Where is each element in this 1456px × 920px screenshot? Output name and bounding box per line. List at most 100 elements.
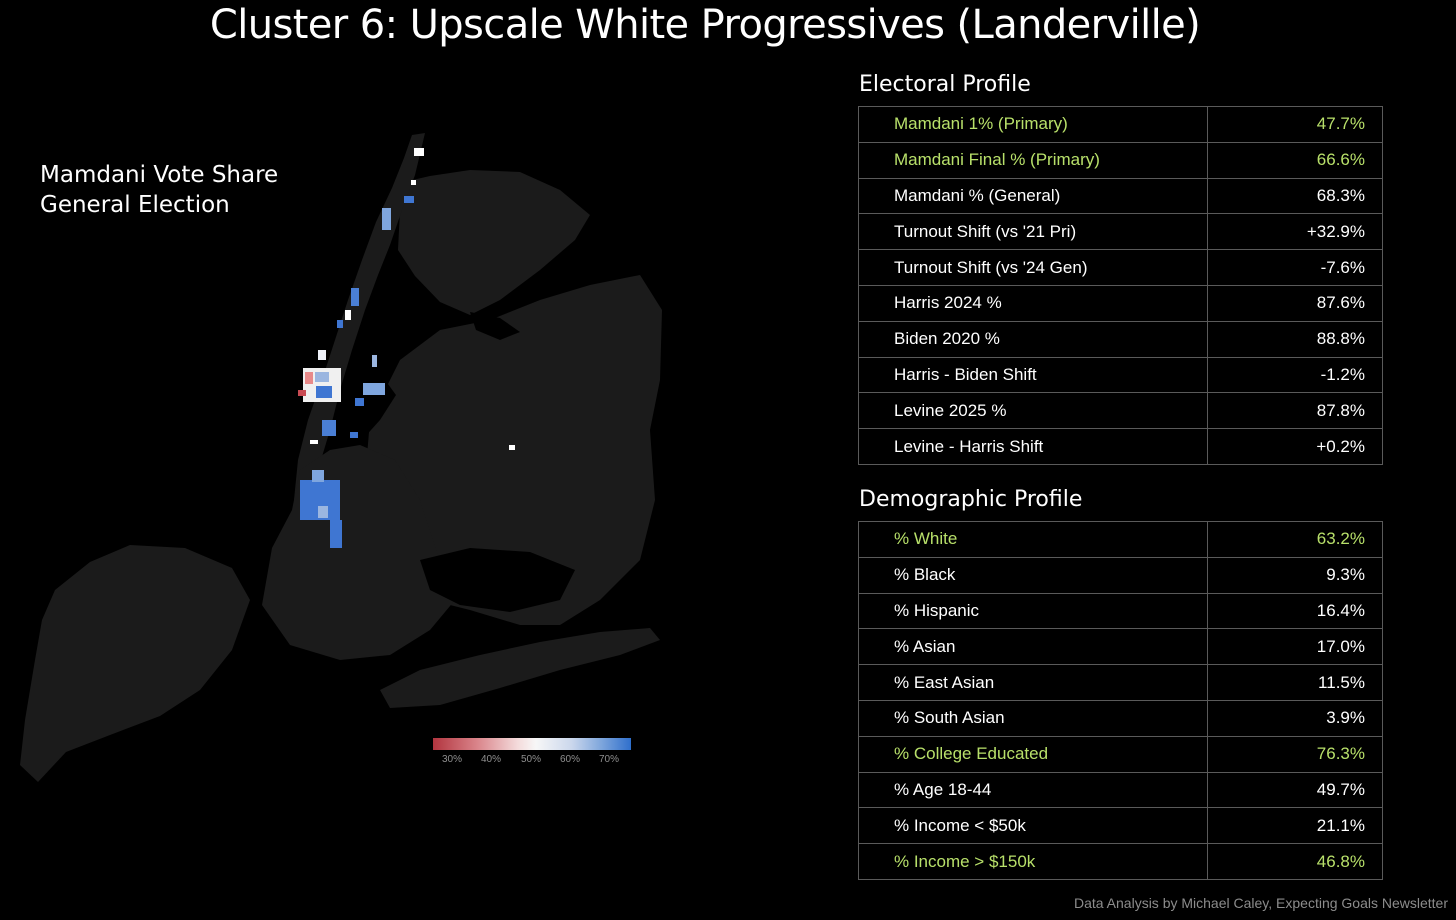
row-label: % East Asian: [858, 664, 1208, 701]
bronx-landmass: [398, 170, 590, 315]
legend-tick: 40%: [481, 754, 502, 765]
row-value: 76.3%: [1207, 735, 1383, 773]
table-row: % Asian 17.0%: [858, 628, 1383, 666]
row-label: Harris 2024 %: [858, 284, 1208, 322]
table-row: Mamdani % (General) 68.3%: [858, 177, 1383, 215]
staten-island-landmass: [20, 545, 250, 782]
row-label: Levine - Harris Shift: [858, 428, 1208, 465]
table-row: Biden 2020 % 88.8%: [858, 320, 1383, 358]
precinct-patch: [351, 288, 359, 306]
table-row: % Black 9.3%: [858, 556, 1383, 594]
table-row: Harris - Biden Shift -1.2%: [858, 356, 1383, 394]
row-label: Turnout Shift (vs '21 Pri): [858, 213, 1208, 251]
map-legend-title: Mamdani Vote Share General Election: [40, 160, 278, 220]
jamaica-bay: [420, 548, 575, 612]
electoral-profile-heading: Electoral Profile: [859, 72, 1031, 97]
legend-tick: 30%: [442, 754, 463, 765]
table-row: % Age 18-44 49.7%: [858, 771, 1383, 809]
color-scale-bar: [433, 738, 631, 750]
precinct-patch: [315, 372, 329, 382]
table-row: Harris 2024 % 87.6%: [858, 284, 1383, 322]
demographic-profile-heading: Demographic Profile: [859, 487, 1083, 512]
precinct-patch: [382, 208, 391, 230]
precinct-patch: [350, 432, 358, 438]
precinct-patch: [363, 383, 385, 395]
row-value: 46.8%: [1207, 843, 1383, 880]
row-value: 68.3%: [1207, 177, 1383, 215]
row-label: % White: [858, 521, 1208, 558]
map-label-line2: General Election: [40, 192, 230, 218]
table-row: % Income < $50k 21.1%: [858, 807, 1383, 845]
precinct-patch: [318, 506, 328, 518]
row-value: 17.0%: [1207, 628, 1383, 666]
row-label: % College Educated: [858, 735, 1208, 773]
table-row: Turnout Shift (vs '24 Gen) -7.6%: [858, 249, 1383, 286]
precinct-patch: [372, 355, 377, 367]
row-value: -7.6%: [1207, 249, 1383, 286]
precinct-patch: [345, 310, 351, 320]
row-value: 9.3%: [1207, 556, 1383, 594]
row-value: -1.2%: [1207, 356, 1383, 394]
row-value: 66.6%: [1207, 141, 1383, 179]
table-row: Mamdani Final % (Primary) 66.6%: [858, 141, 1383, 179]
footer-credit: Data Analysis by Michael Caley, Expectin…: [1073, 895, 1448, 911]
precinct-patch: [310, 440, 318, 444]
precinct-patch: [404, 196, 414, 203]
precinct-patches: [298, 148, 515, 548]
row-value: 88.8%: [1207, 320, 1383, 358]
row-label: % South Asian: [858, 699, 1208, 737]
table-row: % Income > $150k 46.8%: [858, 843, 1383, 880]
row-label: % Income > $150k: [858, 843, 1208, 880]
row-label: Harris - Biden Shift: [858, 356, 1208, 394]
electoral-profile-table: Mamdani 1% (Primary) 47.7% Mamdani Final …: [858, 106, 1383, 465]
row-value: +0.2%: [1207, 428, 1383, 465]
precinct-patch: [330, 520, 342, 548]
precinct-patch: [509, 445, 515, 450]
precinct-patch: [322, 420, 336, 436]
row-label: % Black: [858, 556, 1208, 594]
legend-tick: 50%: [521, 754, 542, 765]
demographic-profile-table: % White 63.2% % Black 9.3% % Hispanic 16.4%…: [858, 521, 1383, 880]
rockaway-landmass: [380, 628, 660, 708]
row-label: Biden 2020 %: [858, 320, 1208, 358]
table-row: % College Educated 76.3%: [858, 735, 1383, 773]
row-label: Levine 2025 %: [858, 392, 1208, 430]
table-row: Mamdani 1% (Primary) 47.7%: [858, 106, 1383, 143]
row-value: 49.7%: [1207, 771, 1383, 809]
row-value: 63.2%: [1207, 521, 1383, 558]
table-row: % South Asian 3.9%: [858, 699, 1383, 737]
page-title: Cluster 6: Upscale White Progressives (L…: [209, 2, 1201, 48]
precinct-patch: [316, 386, 332, 398]
legend-tick: 60%: [560, 754, 581, 765]
row-label: % Hispanic: [858, 592, 1208, 630]
table-row: % Hispanic 16.4%: [858, 592, 1383, 630]
precinct-patch: [305, 372, 313, 384]
table-row: Turnout Shift (vs '21 Pri) +32.9%: [858, 213, 1383, 251]
row-label: % Income < $50k: [858, 807, 1208, 845]
table-row: Levine - Harris Shift +0.2%: [858, 428, 1383, 465]
row-value: 87.6%: [1207, 284, 1383, 322]
row-value: 11.5%: [1207, 664, 1383, 701]
row-value: 21.1%: [1207, 807, 1383, 845]
map-label-line1: Mamdani Vote Share: [40, 162, 279, 188]
precinct-patch: [318, 350, 326, 360]
row-label: Mamdani 1% (Primary): [858, 106, 1208, 143]
row-label: Mamdani % (General): [858, 177, 1208, 215]
table-row: % East Asian 11.5%: [858, 664, 1383, 701]
nyc-precinct-map: [20, 133, 662, 782]
row-value: 87.8%: [1207, 392, 1383, 430]
row-label: % Age 18-44: [858, 771, 1208, 809]
precinct-patch: [355, 398, 364, 406]
precinct-patch: [337, 320, 343, 328]
east-river: [355, 380, 396, 440]
manhattan-landmass: [294, 133, 425, 505]
row-value: 3.9%: [1207, 699, 1383, 737]
row-value: 16.4%: [1207, 592, 1383, 630]
row-label: Mamdani Final % (Primary): [858, 141, 1208, 179]
precinct-patch: [312, 470, 324, 482]
flushing-bay: [470, 312, 520, 340]
row-label: Turnout Shift (vs '24 Gen): [858, 249, 1208, 286]
precinct-patch: [411, 180, 416, 185]
row-value: 47.7%: [1207, 106, 1383, 143]
color-scale-legend: 30% 40% 50% 60% 70%: [433, 738, 631, 768]
